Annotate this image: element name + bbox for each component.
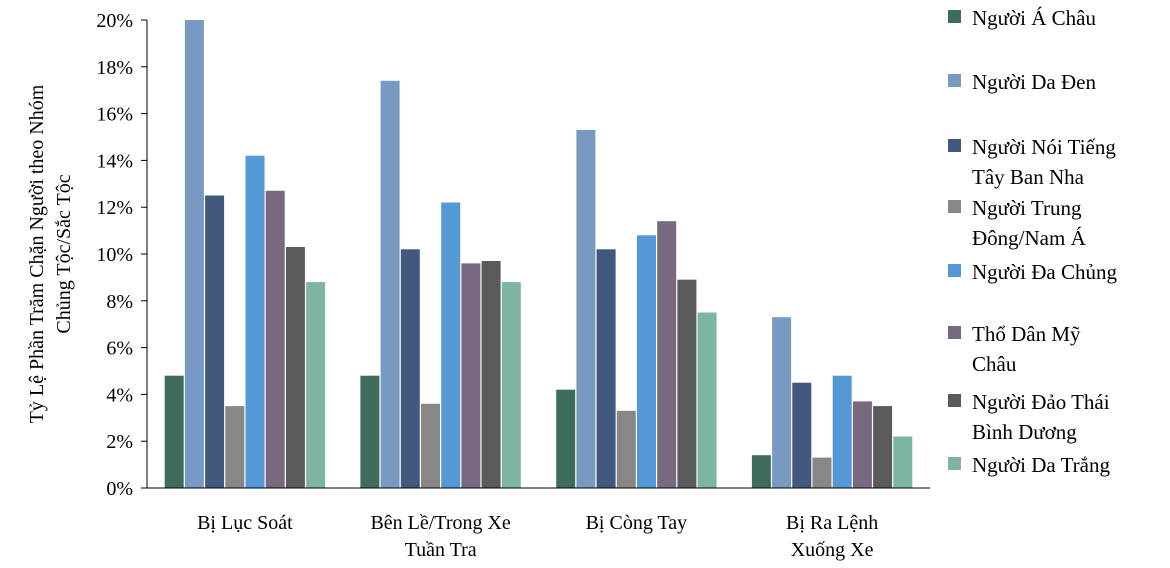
y-axis-title-line: Chủng Tộc/Sắc Tộc — [53, 174, 75, 333]
y-tick-label: 10% — [96, 244, 133, 266]
bar — [421, 403, 440, 488]
y-tick-label: 4% — [106, 384, 133, 406]
bar — [556, 389, 576, 488]
legend-swatch — [948, 74, 961, 87]
y-tick-label: 14% — [96, 150, 133, 172]
y-axis-title-line: Tỷ Lệ Phần Trăm Chặn Người theo Nhóm — [26, 84, 48, 423]
legend-label: Tây Ban Nha — [972, 165, 1085, 189]
legend-label: Người Da Trắng — [972, 453, 1110, 477]
legend-label: Đông/Nam Á — [972, 226, 1087, 250]
bar — [792, 382, 812, 488]
bar — [360, 375, 380, 488]
legend: Người Á Châu Người Da Đen Người Nói Tiếng T… — [948, 6, 1117, 477]
x-category-label: Bị Lục Soát — [197, 512, 293, 534]
x-category-label: Bị Còng Tay — [586, 512, 688, 534]
y-tick-label: 20% — [96, 10, 133, 32]
bar — [873, 406, 893, 488]
bar — [596, 249, 616, 488]
bar — [637, 235, 656, 488]
bar — [285, 247, 305, 488]
bar — [677, 279, 697, 488]
bar — [751, 455, 771, 488]
y-ticks-group: 0% 2% 4% 6% 8% 10% 12% 14% 16% 18% 20% — [96, 10, 147, 500]
legend-swatch — [948, 139, 961, 152]
y-tick-label: 0% — [106, 478, 133, 500]
y-tick-label: 2% — [106, 431, 133, 453]
x-category-label: Tuần Tra — [405, 539, 477, 561]
legend-label: Người Nói Tiếng — [972, 135, 1116, 159]
legend-label: Người Da Đen — [972, 70, 1096, 94]
bar — [481, 261, 501, 488]
y-tick-label: 18% — [96, 57, 133, 79]
legend-swatch — [948, 394, 961, 407]
legend-label: Châu — [972, 352, 1017, 376]
legend-swatch — [948, 264, 961, 277]
legend-label: Người Đa Chủng — [972, 260, 1117, 284]
bar — [832, 375, 852, 488]
y-tick-label: 16% — [96, 104, 133, 126]
bar — [225, 406, 245, 488]
bar — [306, 282, 326, 488]
y-axis-title: Tỷ Lệ Phần Trăm Chặn Người theo Nhóm Chủn… — [26, 84, 75, 423]
bar — [265, 190, 285, 489]
bar — [812, 457, 832, 488]
legend-swatch — [948, 10, 961, 23]
bar — [380, 80, 400, 489]
y-tick-label: 12% — [96, 197, 133, 219]
bar — [697, 312, 717, 488]
y-tick-label: 8% — [106, 291, 133, 313]
bar — [400, 249, 420, 488]
bar — [852, 401, 872, 488]
legend-label: Thổ Dân Mỹ — [972, 322, 1081, 346]
bar — [576, 130, 596, 488]
x-category-label: Xuống Xe — [791, 539, 874, 561]
bar — [772, 317, 792, 488]
bar — [205, 195, 225, 488]
bars-group — [164, 20, 913, 489]
legend-label: Người Á Châu — [972, 6, 1096, 30]
x-category-label: Bị Ra Lệnh — [786, 512, 878, 534]
legend-label: Người Đảo Thái — [972, 390, 1110, 414]
legend-swatch — [948, 200, 961, 213]
bar — [184, 20, 204, 488]
bar — [893, 436, 913, 488]
bar — [501, 282, 521, 488]
bar — [164, 375, 184, 488]
x-category-label: Bên Lề/Trong Xe — [370, 512, 510, 534]
bar — [461, 263, 481, 488]
legend-label: Bình Dương — [972, 420, 1077, 444]
bar — [441, 202, 461, 488]
legend-swatch — [948, 326, 961, 339]
legend-swatch — [948, 457, 961, 470]
legend-label: Người Trung — [972, 196, 1082, 220]
bar — [616, 410, 636, 488]
y-tick-label: 6% — [106, 338, 133, 360]
bar — [657, 221, 677, 488]
bar — [245, 155, 265, 488]
x-labels-group: Bị Lục Soát Bên Lề/Trong Xe Tuần Tra Bị Còn… — [197, 512, 878, 561]
